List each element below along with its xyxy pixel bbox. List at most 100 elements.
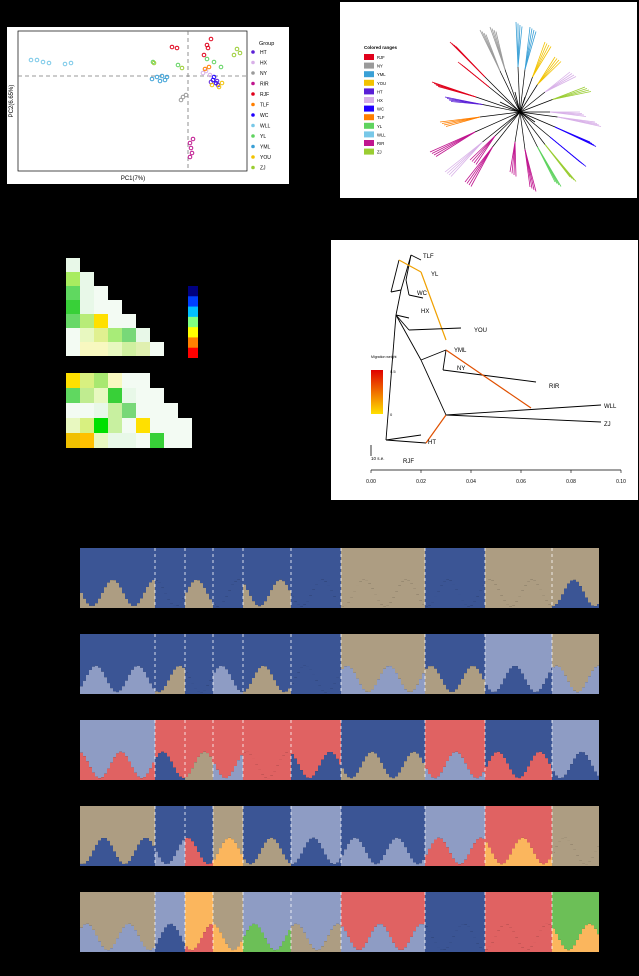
admixture-bar (92, 806, 96, 851)
tree-branch (517, 66, 521, 113)
admixture-bar (282, 581, 286, 608)
admixture-bar (353, 837, 357, 866)
admixture-bar (518, 943, 522, 952)
admixture-bar (216, 927, 220, 952)
admixture-bar (234, 892, 238, 950)
admixture-bar (294, 601, 298, 608)
admixture-bar (380, 892, 384, 925)
tree-leaf (435, 131, 476, 157)
admixture-bar (252, 892, 256, 924)
admixture-bar (288, 688, 292, 694)
admixture-bar (425, 768, 429, 780)
admixture-bar (122, 720, 126, 753)
admixture-bar (306, 806, 310, 843)
admixture-bar (113, 851, 117, 866)
admixture-bar (309, 548, 313, 596)
admixture-bar (152, 845, 156, 866)
admixture-bar (197, 720, 201, 757)
admixture-bar (95, 634, 99, 666)
admixture-bar (524, 585, 528, 608)
admixture-bar (597, 934, 601, 952)
admixture-bar (137, 548, 141, 604)
admixture-bar (300, 853, 304, 866)
tree-panel: Colored ranges RJF NY YML YOU HT HX WC TLF YL WLL… (340, 2, 637, 198)
admixture-bar (479, 634, 483, 674)
admixture-bar (467, 769, 471, 780)
admixture-bar (327, 720, 331, 753)
admixture-bar (149, 768, 153, 780)
admixture-bar (576, 720, 580, 755)
admixture-bar (383, 720, 387, 769)
admixture-bar (407, 852, 411, 866)
treemix-branch (398, 259, 422, 273)
admixture-bar (515, 843, 519, 866)
admixture-bar (545, 678, 549, 694)
admixture-bar (282, 854, 286, 866)
admixture-bar (591, 765, 595, 780)
admixture-bar (264, 842, 268, 866)
pca-legend-title: Group (259, 41, 274, 47)
admixture-bar (473, 666, 477, 694)
admixture-bar (128, 720, 132, 762)
tree-leaf (544, 76, 577, 93)
admixture-bar (333, 864, 337, 866)
admixture-bar (128, 860, 132, 866)
admixture-bar (597, 775, 601, 780)
admixture-bar (267, 838, 271, 866)
admixture-bar (362, 634, 366, 690)
heat-cell (136, 403, 150, 418)
treemix-branch (400, 254, 412, 291)
admixture-bar (228, 590, 232, 608)
legend-label: YL (260, 134, 266, 140)
admixture-bar (336, 923, 340, 952)
heat-cell (150, 433, 164, 448)
admixture-bar (167, 756, 171, 780)
admixture-bar (533, 720, 537, 756)
admixture-row-1 (80, 548, 601, 608)
admixture-bar (558, 778, 562, 780)
heat-cell (108, 388, 122, 403)
admixture-bar (185, 892, 189, 947)
admixture-bar (140, 806, 144, 841)
treemix-label-yml: YML (454, 348, 467, 354)
heat-cell (80, 433, 94, 448)
admixture-bar (149, 892, 153, 951)
admixture-bar (312, 674, 316, 694)
heat-cell (178, 433, 192, 448)
tree-branch (474, 111, 521, 133)
admixture-bar (264, 548, 268, 602)
admixture-bar (515, 806, 519, 844)
admixture-bar (485, 548, 489, 582)
admixture-bar (521, 673, 525, 694)
admixture-bar (488, 634, 492, 690)
admixture-bar (179, 602, 183, 608)
admixture-bar (276, 720, 280, 766)
admixture-bar (524, 771, 528, 780)
admixture-bar (185, 634, 189, 673)
admixture-bar (225, 806, 229, 840)
admixture-bar (282, 755, 286, 780)
admixture-bar (437, 806, 441, 838)
heat-cell (164, 418, 178, 433)
admixture-bar (222, 777, 226, 780)
pca-point-hx (200, 70, 206, 76)
admixture-bar (194, 892, 198, 948)
admixture-bar (455, 806, 459, 863)
admixture-bar (383, 606, 387, 608)
admixture-bar (446, 579, 450, 608)
admixture-bar (506, 806, 510, 860)
admixture-bar (476, 778, 480, 780)
treemix-branch (408, 294, 424, 299)
admixture-bar (347, 548, 351, 603)
admixture-bar (140, 598, 144, 608)
admixture-bar (182, 941, 186, 952)
admixture-bar (336, 677, 340, 694)
admixture-bar (161, 587, 165, 608)
admixture-bar (552, 634, 556, 668)
admixture-bar (234, 949, 238, 952)
admixture-bar (294, 806, 298, 863)
admixture-bar (155, 851, 159, 866)
heat-cell (136, 433, 150, 448)
admixture-bar (137, 603, 141, 608)
